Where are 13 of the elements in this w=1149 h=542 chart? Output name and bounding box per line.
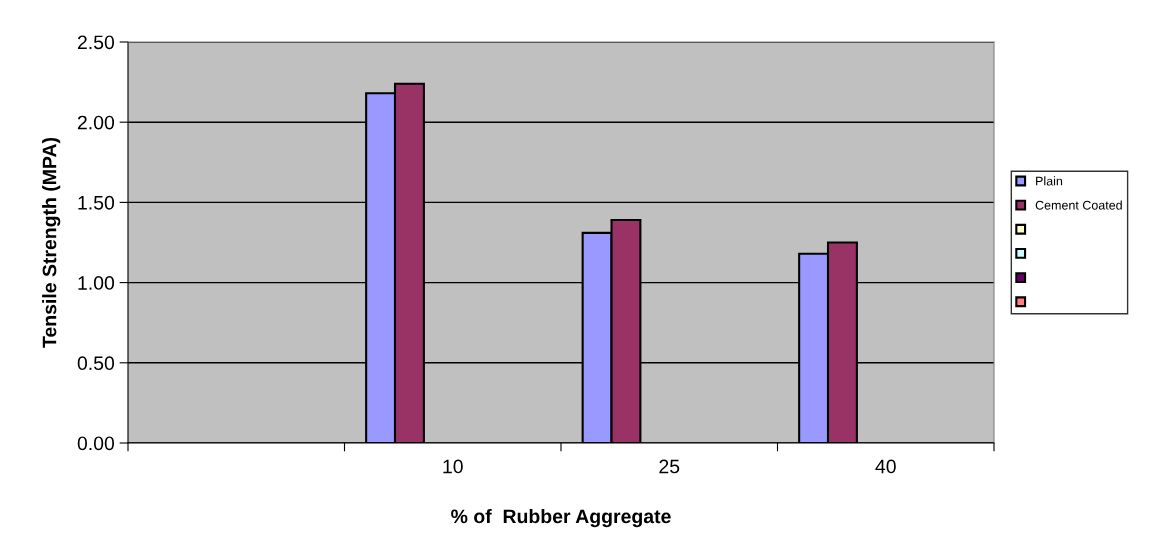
y-tick-label: 2.50 — [77, 35, 115, 50]
y-axis-title: Tensile Strength (MPA) — [42, 137, 61, 348]
y-tick-label: 2.00 — [77, 115, 115, 130]
x-tick-label: 25 — [659, 459, 680, 474]
y-tick-label: 1.00 — [78, 276, 115, 290]
y-tick-label: 0.50 — [77, 356, 115, 371]
y-tick-label: 0.00 — [77, 436, 115, 451]
x-tick-label: 10 — [443, 459, 463, 474]
y-tick-label: 1.50 — [78, 195, 115, 210]
legend-label: Cement Coated — [1035, 200, 1122, 210]
legend-label: Plain — [1036, 176, 1063, 186]
x-axis-title: % of Rubber Aggregate — [451, 508, 671, 528]
x-tick-label: 40 — [875, 459, 896, 474]
